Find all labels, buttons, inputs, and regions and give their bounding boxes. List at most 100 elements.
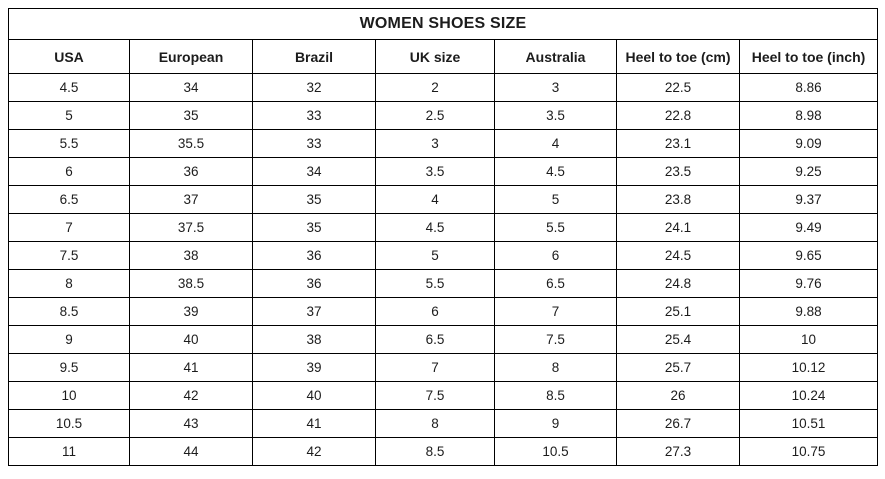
cell: 35.5 — [129, 129, 253, 158]
cell: 26.7 — [616, 409, 740, 438]
cell: 7 — [494, 297, 617, 326]
cell: 25.1 — [616, 297, 740, 326]
cell: 25.4 — [616, 325, 740, 354]
cell: 38 — [252, 325, 376, 354]
table-row: 5 35 33 2.5 3.5 22.8 8.98 — [8, 101, 878, 130]
cell: 24.1 — [616, 213, 740, 242]
cell: 4 — [494, 129, 617, 158]
cell: 5 — [8, 101, 130, 130]
cell: 38 — [129, 241, 253, 270]
cell: 8.98 — [739, 101, 878, 130]
cell: 3 — [494, 73, 617, 102]
cell: 6.5 — [8, 185, 130, 214]
cell: 8.5 — [8, 297, 130, 326]
cell: 10.5 — [494, 437, 617, 466]
cell: 5.5 — [494, 213, 617, 242]
cell: 33 — [252, 101, 376, 130]
cell: 9.09 — [739, 129, 878, 158]
column-header-heel-inch: Heel to toe (inch) — [739, 39, 878, 74]
cell: 6 — [494, 241, 617, 270]
cell: 4 — [375, 185, 495, 214]
table-row: 10.5 43 41 8 9 26.7 10.51 — [8, 409, 878, 438]
column-header-uk-size: UK size — [375, 39, 495, 74]
header-row: USA European Brazil UK size Australia He… — [8, 39, 878, 74]
cell: 9.37 — [739, 185, 878, 214]
cell: 7 — [375, 353, 495, 382]
table-row: 11 44 42 8.5 10.5 27.3 10.75 — [8, 437, 878, 466]
cell: 39 — [252, 353, 376, 382]
cell: 5 — [375, 241, 495, 270]
column-header-australia: Australia — [494, 39, 617, 74]
cell: 33 — [252, 129, 376, 158]
cell: 26 — [616, 381, 740, 410]
table-row: 6.5 37 35 4 5 23.8 9.37 — [8, 185, 878, 214]
cell: 6.5 — [375, 325, 495, 354]
cell: 8 — [494, 353, 617, 382]
cell: 3.5 — [375, 157, 495, 186]
table-row: 5.5 35.5 33 3 4 23.1 9.09 — [8, 129, 878, 158]
cell: 4.5 — [375, 213, 495, 242]
cell: 5.5 — [8, 129, 130, 158]
cell: 24.8 — [616, 269, 740, 298]
women-shoes-size-table-container: WOMEN SHOES SIZE USA European Brazil UK … — [8, 8, 878, 466]
cell: 23.8 — [616, 185, 740, 214]
cell: 9.49 — [739, 213, 878, 242]
cell: 8.86 — [739, 73, 878, 102]
cell: 35 — [252, 185, 376, 214]
cell: 25.7 — [616, 353, 740, 382]
cell: 10 — [739, 325, 878, 354]
cell: 9 — [494, 409, 617, 438]
cell: 22.5 — [616, 73, 740, 102]
cell: 8 — [8, 269, 130, 298]
cell: 3.5 — [494, 101, 617, 130]
table-row: 6 36 34 3.5 4.5 23.5 9.25 — [8, 157, 878, 186]
cell: 23.1 — [616, 129, 740, 158]
cell: 39 — [129, 297, 253, 326]
cell: 6 — [375, 297, 495, 326]
cell: 34 — [129, 73, 253, 102]
cell: 5 — [494, 185, 617, 214]
cell: 41 — [252, 409, 376, 438]
table-row: 4.5 34 32 2 3 22.5 8.86 — [8, 73, 878, 102]
cell: 41 — [129, 353, 253, 382]
cell: 3 — [375, 129, 495, 158]
table-row: 10 42 40 7.5 8.5 26 10.24 — [8, 381, 878, 410]
cell: 9 — [8, 325, 130, 354]
cell: 4.5 — [8, 73, 130, 102]
cell: 9.76 — [739, 269, 878, 298]
cell: 7.5 — [375, 381, 495, 410]
cell: 40 — [129, 325, 253, 354]
cell: 4.5 — [494, 157, 617, 186]
cell: 37 — [129, 185, 253, 214]
cell: 27.3 — [616, 437, 740, 466]
cell: 36 — [252, 241, 376, 270]
cell: 36 — [252, 269, 376, 298]
cell: 34 — [252, 157, 376, 186]
cell: 9.25 — [739, 157, 878, 186]
cell: 35 — [252, 213, 376, 242]
cell: 38.5 — [129, 269, 253, 298]
cell: 10.12 — [739, 353, 878, 382]
cell: 10 — [8, 381, 130, 410]
cell: 5.5 — [375, 269, 495, 298]
cell: 9.88 — [739, 297, 878, 326]
column-header-european: European — [129, 39, 253, 74]
title-row: WOMEN SHOES SIZE — [8, 8, 878, 40]
table-body: 4.5 34 32 2 3 22.5 8.86 5 35 33 2.5 3.5 22.8 8.98 5.5 3… — [8, 73, 878, 466]
column-header-heel-cm: Heel to toe (cm) — [616, 39, 740, 74]
cell: 9.65 — [739, 241, 878, 270]
cell: 23.5 — [616, 157, 740, 186]
cell: 36 — [129, 157, 253, 186]
cell: 6 — [8, 157, 130, 186]
cell: 2.5 — [375, 101, 495, 130]
cell: 40 — [252, 381, 376, 410]
column-header-brazil: Brazil — [252, 39, 376, 74]
cell: 24.5 — [616, 241, 740, 270]
cell: 22.8 — [616, 101, 740, 130]
cell: 8 — [375, 409, 495, 438]
women-shoes-size-table: WOMEN SHOES SIZE USA European Brazil UK … — [8, 8, 878, 466]
cell: 10.75 — [739, 437, 878, 466]
cell: 32 — [252, 73, 376, 102]
cell: 7.5 — [494, 325, 617, 354]
table-row: 8 38.5 36 5.5 6.5 24.8 9.76 — [8, 269, 878, 298]
